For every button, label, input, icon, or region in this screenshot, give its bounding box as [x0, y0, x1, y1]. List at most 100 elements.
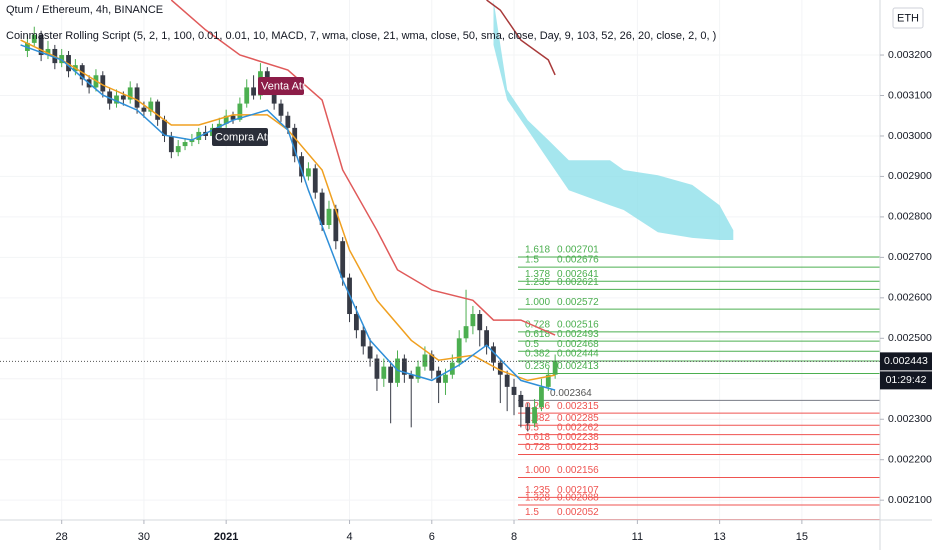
candle-body [38, 34, 44, 56]
y-tick-label: 0.003100 [888, 89, 932, 101]
candle-body [525, 407, 531, 424]
fib-value: 0.002088 [557, 493, 599, 504]
fib-ratio: 0.382 [525, 349, 550, 360]
fib-ratio: 0.236 [525, 361, 550, 372]
candle-body [401, 358, 407, 375]
candle-body [230, 115, 236, 120]
candle-body [497, 362, 503, 375]
fib-value: 0.002052 [557, 507, 599, 518]
candle-body [326, 208, 332, 225]
fib-ratio: 1.5 [525, 507, 539, 518]
candle-body [120, 95, 126, 100]
candle-body [216, 123, 222, 128]
candle-body [333, 208, 339, 242]
candle-body [127, 87, 133, 100]
candle-body [477, 314, 483, 331]
candle-body [422, 354, 428, 367]
indicator-line [486, 0, 556, 76]
indicator-line [170, 0, 556, 336]
candle-body [504, 374, 510, 387]
y-tick-label: 0.002200 [888, 453, 932, 465]
cloud-area [493, 0, 734, 240]
y-tick-label: 0.002800 [888, 211, 932, 223]
candle-body [539, 386, 544, 408]
candle-body [367, 346, 373, 359]
candle-body [244, 87, 250, 104]
candle-body [182, 142, 188, 147]
candle-body [456, 338, 462, 363]
y-tick-label: 0.002300 [888, 413, 932, 425]
fib-value: 0.002107 [557, 485, 599, 496]
fib-value: 0.002572 [557, 297, 599, 308]
candle-body [66, 55, 71, 72]
candle-body [278, 103, 284, 116]
fib-ratio: 0.728 [525, 442, 550, 453]
x-tick-label: 2021 [214, 531, 238, 543]
fib-value: 0.002641 [557, 269, 599, 280]
candle-body [388, 366, 394, 383]
fib-value: 0.002468 [557, 339, 599, 350]
fib-ratio: 1.235 [525, 485, 550, 496]
candle-body [306, 168, 311, 177]
fib-base-value: 0.002364 [550, 388, 592, 399]
fib-ratio: 1.378 [525, 269, 550, 280]
candle-body [429, 354, 435, 371]
x-tick-label: 30 [138, 531, 150, 543]
signal-label: Compra Atr [215, 131, 271, 143]
candle-body [443, 374, 448, 383]
countdown-box [880, 371, 932, 390]
y-tick-label: 0.002900 [888, 170, 932, 182]
indicator-legend: Coinmaster Rolling Script (5, 2, 1, 100,… [6, 30, 716, 42]
fib-value: 0.002676 [557, 255, 599, 266]
currency-box[interactable] [892, 7, 924, 29]
fib-ratio: 1.5 [525, 255, 539, 266]
candle-body [463, 326, 469, 339]
candle-body [292, 127, 298, 157]
candle-body [484, 330, 490, 347]
candle-body [340, 241, 346, 278]
y-tick-label: 0.002500 [888, 332, 932, 344]
candle-body [518, 394, 524, 408]
fib-ratio: 0.5 [525, 339, 539, 350]
main-layer [20, 0, 558, 432]
candle-body [360, 330, 366, 347]
signal-box [212, 128, 268, 146]
candle-body [134, 87, 140, 108]
candle-body [237, 103, 243, 120]
candle-body [31, 34, 37, 43]
candle-body [141, 107, 147, 112]
candle-body [470, 314, 476, 327]
fib-value: 0.002315 [557, 401, 599, 412]
candle-body [45, 48, 51, 56]
candle-body [408, 374, 414, 379]
fib-ratio: 1.000 [525, 465, 550, 476]
fib-value: 0.002621 [557, 277, 599, 288]
fib-value: 0.002493 [557, 329, 599, 340]
x-tick-label: 13 [714, 531, 726, 543]
fib-ratio: 1.618 [525, 245, 550, 256]
indicator-line [20, 44, 556, 391]
candle-body [148, 101, 154, 112]
candle-body [285, 115, 291, 128]
fib-ratio: 0.728 [525, 319, 550, 330]
signal-label: Venta Atr [261, 80, 306, 92]
candle-body [168, 135, 174, 153]
x-tick-label: 28 [56, 531, 68, 543]
candle-body [114, 95, 119, 104]
x-tick-label: 6 [429, 531, 435, 543]
candle-body [381, 366, 387, 379]
candle-body [223, 115, 229, 124]
candle-body [545, 374, 551, 387]
fib-value: 0.002285 [557, 413, 599, 424]
countdown-label: 01:29:42 [886, 374, 927, 386]
fib-value: 0.002516 [557, 319, 599, 330]
y-tick-label: 0.003200 [888, 49, 932, 61]
fib-ratio: 1.328 [525, 493, 550, 504]
indicator-line [20, 39, 556, 382]
candle-body [175, 146, 181, 153]
candle-body [299, 156, 304, 177]
currency-label[interactable]: ETH [897, 12, 919, 24]
x-tick-label: 8 [511, 531, 517, 543]
x-tick-label: 4 [346, 531, 352, 543]
